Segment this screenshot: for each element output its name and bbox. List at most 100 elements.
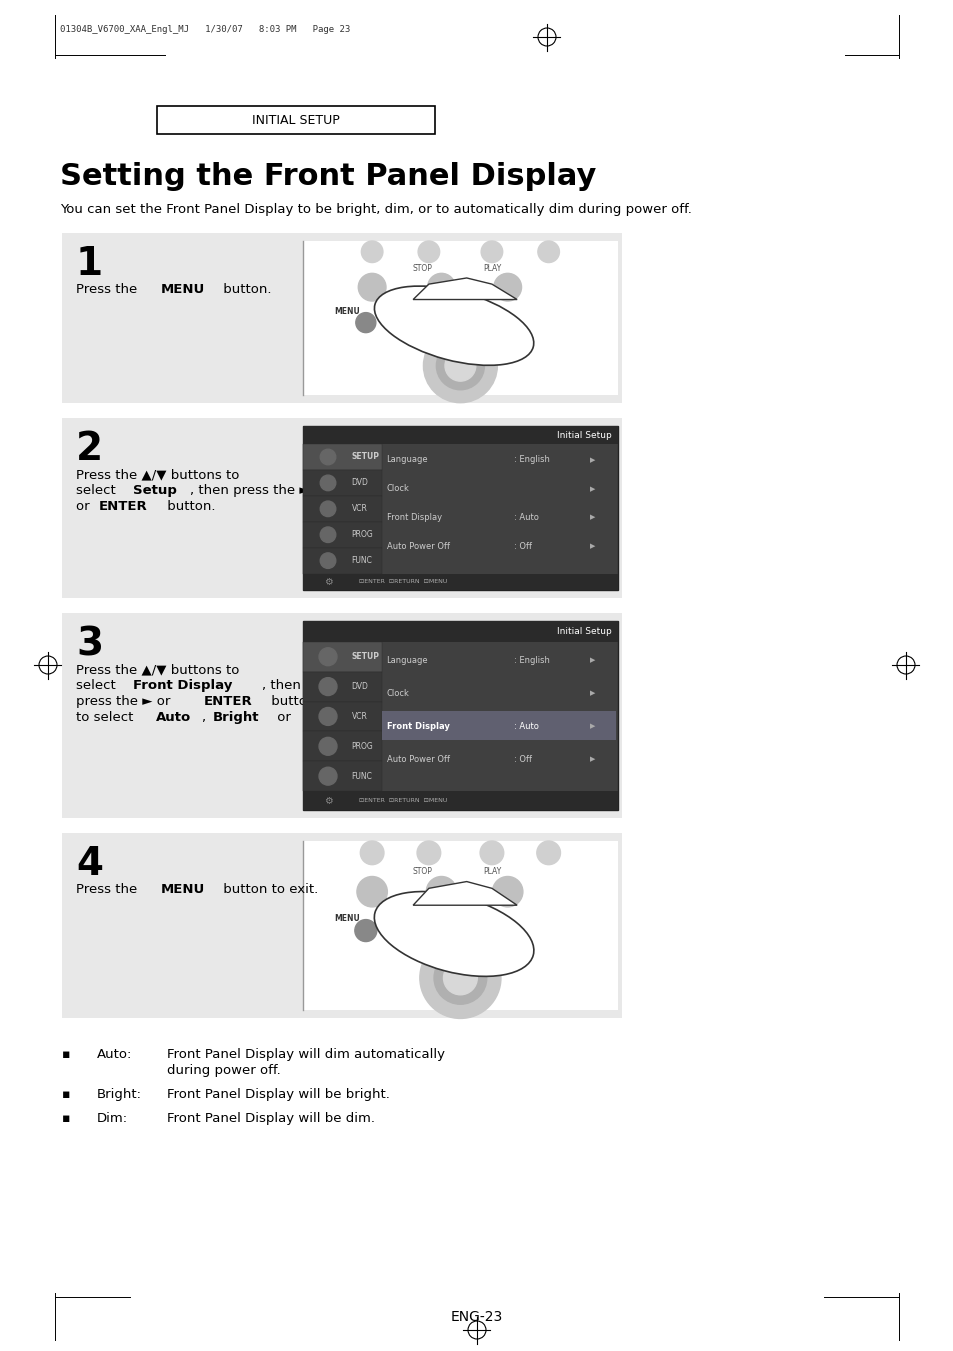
Bar [302,521,381,547]
Circle shape [360,842,383,865]
Text: or: or [273,711,294,724]
Bar [62,232,621,403]
Text: MENU: MENU [161,282,205,296]
Text: button.: button. [162,500,214,513]
Text: TRK▲: TRK▲ [450,942,471,950]
Text: PROG: PROG [352,530,373,539]
Text: ENTER: ENTER [204,694,253,708]
Text: You can set the Front Panel Display to be bright, dim, or to automatically dim d: You can set the Front Panel Display to b… [60,203,691,216]
Bar [157,105,435,134]
Text: TRK▲: TRK▲ [450,332,471,340]
Bar [302,842,618,1011]
Text: Front Panel Display will be dim.: Front Panel Display will be dim. [167,1112,375,1125]
Circle shape [320,501,335,516]
Bar [302,574,618,590]
Bar [302,240,618,394]
Text: : Auto: : Auto [514,513,538,521]
Text: FUNC: FUNC [352,557,372,565]
Text: press the ► or: press the ► or [76,694,174,708]
Text: ■: ■ [437,889,444,894]
Circle shape [443,961,476,994]
Circle shape [480,240,502,262]
Text: Bright: Bright [213,711,259,724]
Text: : English: : English [514,455,549,465]
Text: : Auto: : Auto [514,721,538,731]
Text: ▶: ▶ [589,723,595,730]
Ellipse shape [374,892,534,977]
Text: button.: button. [218,282,271,296]
Text: Language: Language [386,655,428,665]
Circle shape [423,328,497,403]
Text: 1: 1 [76,245,103,282]
Text: SETUP: SETUP [352,653,379,661]
Text: Press the ▲/▼ buttons to: Press the ▲/▼ buttons to [76,467,239,481]
Circle shape [318,767,336,785]
Circle shape [434,951,486,1004]
Bar [302,470,381,496]
Text: Setting the Front Panel Display: Setting the Front Panel Display [60,162,596,190]
Text: 2: 2 [76,430,103,467]
Bar [302,444,381,470]
Text: select: select [76,484,120,497]
Text: MENU: MENU [334,915,359,923]
Bar [302,426,618,590]
Text: during power off.: during power off. [167,1065,280,1077]
Text: Auto Power Off: Auto Power Off [386,755,449,765]
Circle shape [356,877,387,907]
Text: or: or [76,500,93,513]
Circle shape [492,877,522,907]
Bar [302,621,618,811]
Bar [62,417,621,598]
Text: ⊡ENTER  ⊡RETURN  ⊡MENU: ⊡ENTER ⊡RETURN ⊡MENU [359,580,447,584]
Text: : Off: : Off [514,755,532,765]
Circle shape [318,678,336,696]
Text: ▶: ▶ [589,657,595,663]
Text: select: select [76,680,120,692]
Text: Clock: Clock [386,689,409,697]
Circle shape [417,240,439,262]
Bar [62,834,621,1019]
Text: ENG-23: ENG-23 [451,1310,502,1324]
Text: : English: : English [514,655,549,665]
Text: ENTER: ENTER [99,500,148,513]
Text: .: . [340,711,344,724]
Bar [302,496,381,521]
Text: Front Display: Front Display [386,513,441,521]
Circle shape [416,842,440,865]
Text: 3: 3 [76,626,103,663]
Circle shape [355,920,376,942]
Polygon shape [413,882,517,905]
Text: , then press the ►: , then press the ► [190,484,310,497]
Text: Press the: Press the [76,884,141,896]
Text: ▶: ▶ [589,690,595,696]
Text: Bright:: Bright: [97,1088,142,1101]
Circle shape [427,273,455,301]
Text: ■: ■ [437,284,444,290]
Circle shape [479,842,503,865]
Text: ⊡ENTER  ⊡RETURN  ⊡MENU: ⊡ENTER ⊡RETURN ⊡MENU [359,798,447,802]
Text: Clock: Clock [386,484,409,493]
Text: , then: , then [262,680,301,692]
Circle shape [537,842,560,865]
Circle shape [419,938,500,1019]
Text: PLAY: PLAY [482,265,500,273]
Ellipse shape [374,286,533,365]
Text: Front Panel Display will dim automatically: Front Panel Display will dim automatical… [167,1048,444,1061]
Circle shape [318,738,336,755]
Bar [302,642,381,671]
Polygon shape [413,278,517,300]
Text: to select: to select [76,711,137,724]
Bar [302,621,618,642]
Circle shape [426,877,456,907]
Bar [302,426,618,444]
Text: Initial Setup: Initial Setup [557,627,612,636]
Text: Front Display: Front Display [133,680,233,692]
Text: ▶: ▶ [589,543,595,550]
Text: Auto Power Off: Auto Power Off [386,542,449,551]
Text: STOP: STOP [413,867,432,875]
Text: ▪: ▪ [62,1048,71,1061]
Circle shape [318,647,336,666]
Text: button to exit.: button to exit. [218,884,317,896]
Text: : Off: : Off [514,542,532,551]
Text: MENU: MENU [334,307,359,316]
